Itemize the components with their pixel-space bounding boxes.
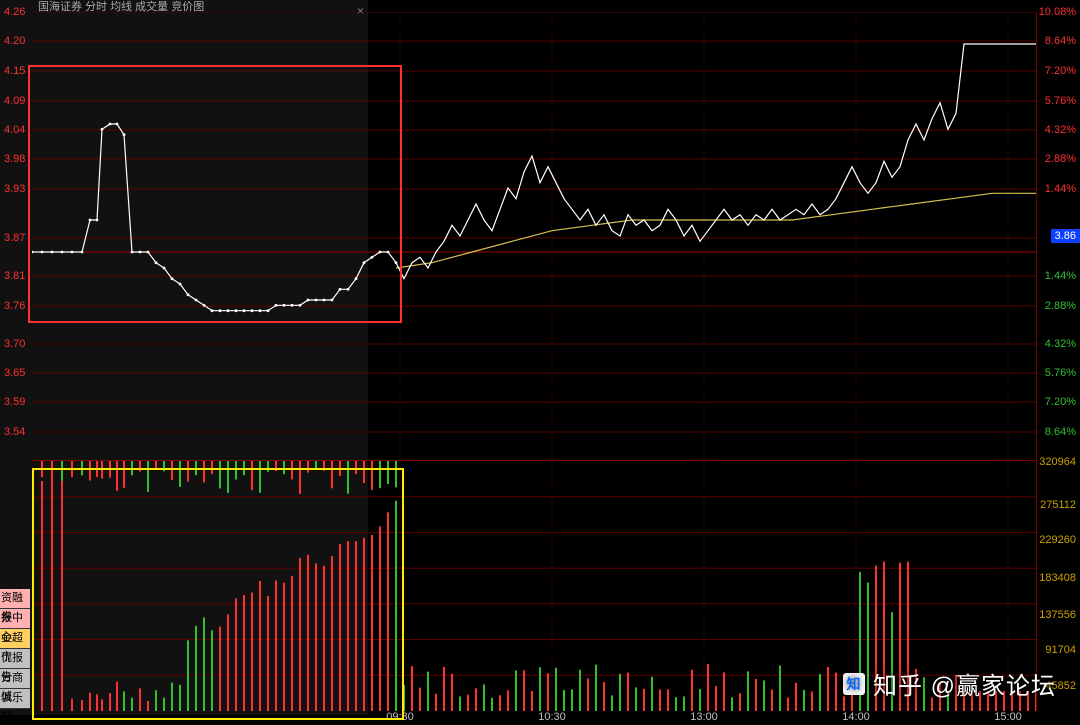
pct-tick: 1.44% — [1045, 183, 1076, 195]
watermark: 知 知乎 @赢家论坛 — [843, 666, 1056, 701]
vol-tick: 137556 — [1039, 609, 1076, 621]
side-tab[interactable]: 资融券 — [0, 589, 30, 609]
price-tick: 3.93 — [4, 183, 25, 195]
zhihu-icon: 知 — [843, 673, 865, 695]
side-tab[interactable]: 报中心 — [0, 609, 30, 629]
price-tick: 4.09 — [4, 95, 25, 107]
vol-tick: 320964 — [1039, 456, 1076, 468]
price-tick: 3.59 — [4, 396, 25, 408]
vol-tick: 229260 — [1039, 534, 1076, 546]
price-tick: 4.15 — [4, 65, 25, 77]
time-tick: 14:00 — [842, 711, 870, 723]
price-tick: 4.26 — [4, 6, 25, 18]
price-tick: 3.65 — [4, 367, 25, 379]
watermark-text: 知乎 @赢家论坛 — [873, 666, 1056, 701]
price-tick: 3.87 — [4, 232, 25, 244]
pct-tick: 7.20% — [1045, 65, 1076, 77]
price-tick: 3.54 — [4, 426, 25, 438]
price-tick: 3.81 — [4, 270, 25, 282]
vol-tick: 91704 — [1045, 644, 1076, 656]
pct-tick: 10.08% — [1039, 6, 1076, 18]
price-tick: 4.04 — [4, 124, 25, 136]
pct-tick: 4.32% — [1045, 124, 1076, 136]
time-axis: 09:30 10:30 13:00 14:00 15:00 — [32, 711, 1036, 725]
side-tabs: 资融券报中心金超市优报告分商城俱乐部 — [0, 589, 30, 709]
pct-tick: 4.32% — [1045, 338, 1076, 350]
price-tick: 4.20 — [4, 35, 25, 47]
pct-tick: 7.20% — [1045, 396, 1076, 408]
time-tick: 15:00 — [994, 711, 1022, 723]
side-tab[interactable]: 金超市 — [0, 629, 30, 649]
time-tick: 13:00 — [690, 711, 718, 723]
vol-tick: 275112 — [1040, 499, 1076, 511]
pct-tick: 2.88% — [1045, 300, 1076, 312]
price-tick: 3.76 — [4, 300, 25, 312]
vol-tick: 183408 — [1039, 572, 1076, 584]
pct-tick: 5.76% — [1045, 95, 1076, 107]
price-chart[interactable] — [32, 12, 1037, 460]
time-tick: 10:30 — [538, 711, 566, 723]
side-tab[interactable]: 俱乐部 — [0, 689, 30, 709]
time-tick: 09:30 — [386, 711, 414, 723]
pct-tick: 8.64% — [1045, 426, 1076, 438]
pct-tick: 5.76% — [1045, 367, 1076, 379]
side-tab[interactable]: 分商城 — [0, 669, 30, 689]
stock-chart-app: × 国海证券 分时 均线 成交量 竞价图 4.264.204.154.094.0… — [0, 0, 1080, 725]
pct-tick: 8.64% — [1045, 35, 1076, 47]
pct-tick: 2.88% — [1045, 153, 1076, 165]
price-tick: 3.70 — [4, 338, 25, 350]
pct-tick: 1.44% — [1045, 270, 1076, 282]
side-tab[interactable]: 优报告 — [0, 649, 30, 669]
price-tick: 3.98 — [4, 153, 25, 165]
current-price-badge: 3.86 — [1051, 229, 1080, 243]
